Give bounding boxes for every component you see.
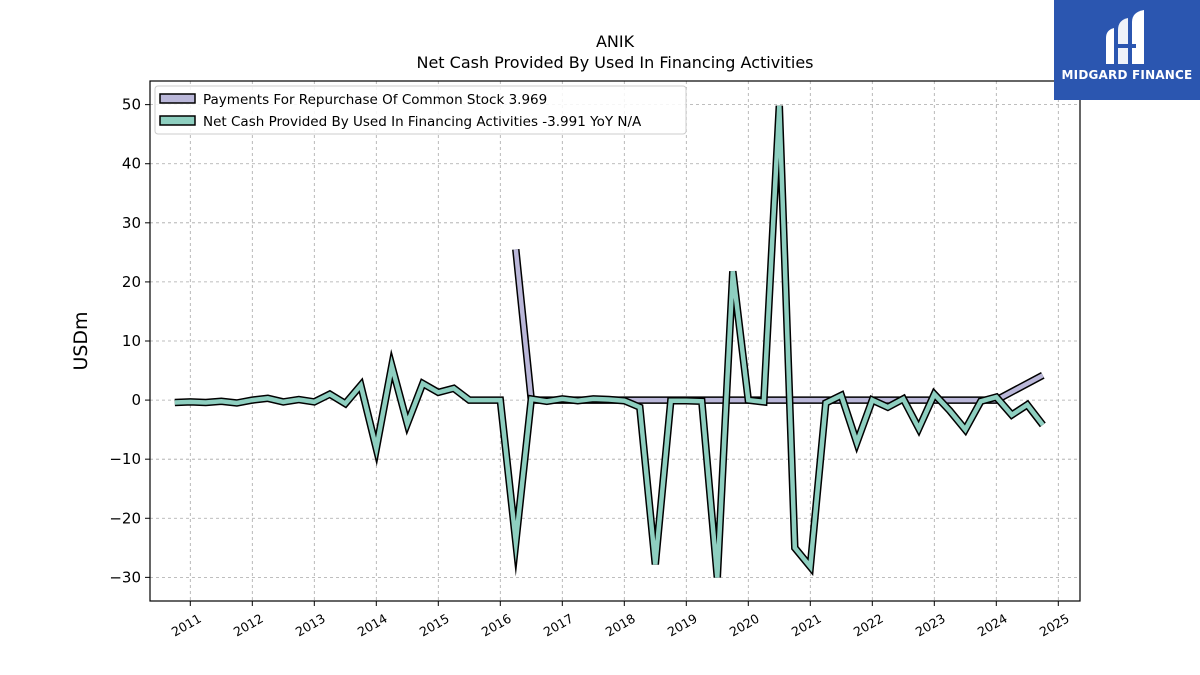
x-tick-label: 2017 [541,611,576,640]
series-outline [512,249,1045,404]
legend-frame [154,85,687,135]
y-axis: 50 40 30 20 10 0 −10 −20 −30 [109,96,150,586]
y-tick-label: 10 [122,332,141,350]
y-tick-label: 30 [122,214,141,232]
x-axis: 2011 2012 2013 2014 2015 2016 2017 2018 2019 2020… [169,601,1072,640]
chart-title-line1: ANIK [596,32,635,51]
y-tick-label: −30 [109,568,141,586]
series-fill-line [513,249,1044,403]
y-tick-label: 50 [122,96,141,114]
x-tick-label: 2023 [913,611,948,640]
grid [150,81,1080,601]
legend-label-repurchase: Payments For Repurchase Of Common Stock … [203,92,547,108]
y-tick-label: 0 [131,391,141,409]
y-axis-label: USDm [70,311,92,370]
y-tick-label: −20 [109,509,141,527]
x-tick-label: 2015 [417,611,452,640]
series-line-net-cash [174,105,1046,578]
series-line-repurchase [512,249,1045,404]
series-outline [174,105,1046,578]
x-tick-label: 2024 [975,611,1010,640]
x-tick-label: 2025 [1037,611,1072,640]
legend-swatch-repurchase [159,93,196,104]
brand-logo-text: MIDGARD FINANCE [1061,68,1193,82]
legend: Payments For Repurchase Of Common Stock … [154,85,687,135]
chart-title-line2: Net Cash Provided By Used In Financing A… [416,53,813,72]
x-tick-label: 2013 [293,611,328,640]
series-layer [174,105,1046,578]
legend-label-net-cash: Net Cash Provided By Used In Financing A… [203,114,642,130]
x-tick-label: 2018 [603,611,638,640]
series-fill-line [174,105,1045,578]
x-tick-label: 2021 [789,611,824,640]
x-tick-label: 2014 [355,611,390,640]
y-tick-label: −10 [109,450,141,468]
x-tick-label: 2016 [479,611,514,640]
x-tick-label: 2022 [851,611,886,640]
legend-swatch-net-cash [159,115,196,126]
y-tick-label: 20 [122,273,141,291]
x-tick-label: 2019 [665,611,700,640]
x-tick-label: 2011 [169,611,204,640]
brand-logo: MIDGARD FINANCE [1054,0,1200,100]
x-tick-label: 2020 [727,611,762,640]
brand-mark-icon [1106,10,1144,64]
y-tick-label: 40 [122,155,141,173]
x-tick-label: 2012 [231,611,266,640]
